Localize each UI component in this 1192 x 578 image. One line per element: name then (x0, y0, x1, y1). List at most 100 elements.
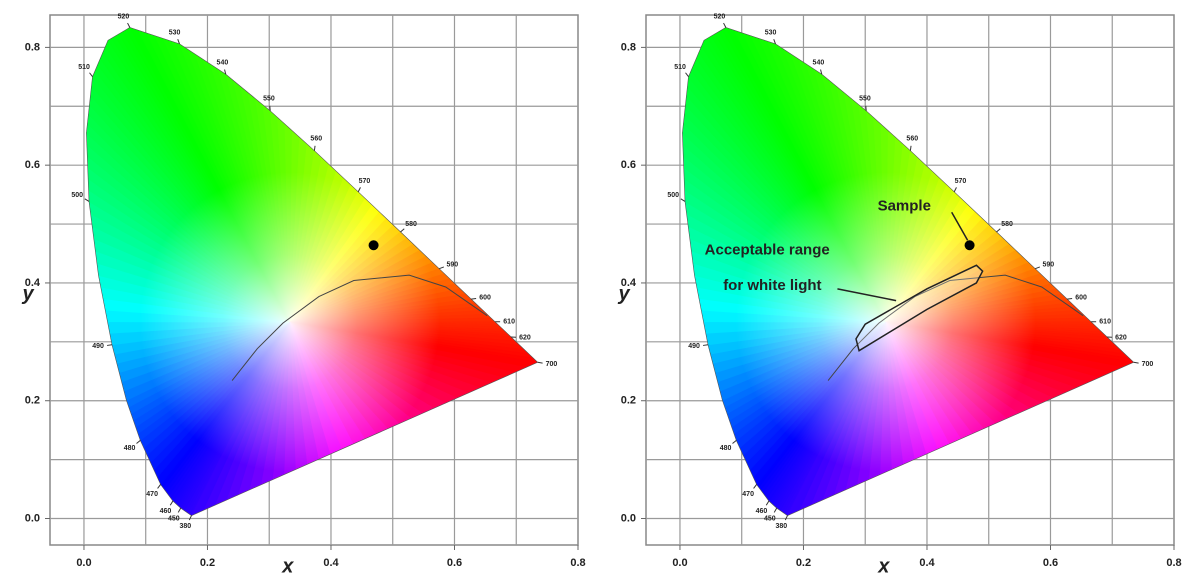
y-tick-label: 0.8 (25, 41, 40, 53)
wavelength-label: 450 (168, 515, 180, 522)
panel: 0.0 0.2 0.4 0.6 0.8 0.0 0.2 0.4 0.6 0.8 x y 38045046… (617, 14, 1181, 578)
locus-tick (224, 69, 227, 75)
locus-tick (136, 439, 141, 444)
panel: 0.0 0.2 0.4 0.6 0.8 0.0 0.2 0.4 0.6 0.8 x y 38045046… (21, 14, 585, 578)
wavelength-label: 610 (503, 319, 515, 326)
wavelength-label: 460 (160, 508, 172, 515)
gamut-fill (86, 27, 538, 516)
locus-tick (1133, 361, 1139, 364)
x-tick-label: 0.4 (919, 557, 935, 569)
annotation: for white light (723, 277, 821, 294)
wavelength-label: 700 (1142, 361, 1154, 368)
wavelength-label: 590 (1042, 261, 1054, 268)
wavelength-label: 380 (180, 523, 192, 530)
annotation: Sample (878, 197, 931, 214)
wavelength-label: 620 (519, 335, 531, 342)
locus-tick (357, 187, 361, 193)
wavelength-label: 460 (756, 508, 768, 515)
locus-tick (680, 198, 686, 202)
locus-tick (773, 39, 776, 45)
wavelength-label: 520 (118, 14, 130, 21)
locus-tick (723, 22, 727, 28)
wavelength-label: 590 (446, 261, 458, 268)
wavelength-label: 540 (813, 59, 825, 66)
x-tick-label: 0.0 (76, 557, 91, 569)
wavelength-label: 480 (124, 445, 136, 452)
locus-tick (765, 500, 770, 506)
locus-tick (177, 39, 180, 45)
x-tick-label: 0.6 (1043, 557, 1058, 569)
locus-tick (1067, 297, 1073, 300)
locus-tick (188, 515, 192, 521)
planckian-locus (231, 274, 488, 381)
wavelength-label: 510 (78, 64, 90, 71)
locus-tick (313, 145, 316, 151)
y-tick-label: 0.8 (621, 41, 636, 53)
wavelength-label: 530 (169, 30, 181, 37)
wavelength-label: 580 (405, 221, 417, 228)
wavelength-label: 550 (263, 96, 275, 103)
locus-tick (773, 507, 778, 513)
locus-tick (177, 507, 182, 513)
wavelength-label: 540 (217, 59, 229, 66)
locus-tick (537, 361, 543, 364)
annotation-arrow (951, 211, 969, 241)
locus-tick (169, 500, 174, 506)
y-axis-label: y (617, 283, 630, 305)
locus-tick (127, 22, 131, 28)
gamut-fill (682, 27, 1134, 516)
wavelength-label: 450 (764, 515, 776, 522)
locus-tick (685, 72, 689, 78)
wavelength-label: 550 (859, 96, 871, 103)
wavelength-label: 510 (674, 64, 686, 71)
y-tick-label: 0.2 (621, 395, 636, 407)
locus-tick (1035, 266, 1041, 270)
wavelength-label: 490 (92, 343, 104, 350)
locus-tick (732, 439, 737, 444)
y-tick-label: 0.6 (25, 159, 40, 171)
locus-tick (400, 228, 405, 233)
locus-tick (753, 484, 758, 489)
y-tick-label: 0.2 (25, 395, 40, 407)
x-tick-label: 0.0 (672, 557, 687, 569)
wavelength-label: 520 (714, 14, 726, 21)
locus-tick (157, 484, 162, 489)
locus-tick (784, 515, 788, 521)
locus-tick (89, 72, 93, 78)
x-tick-label: 0.8 (570, 557, 585, 569)
wavelength-label: 470 (742, 491, 754, 498)
wavelength-label: 380 (776, 523, 788, 530)
y-tick-label: 0.4 (621, 277, 637, 289)
wavelength-label: 700 (546, 361, 558, 368)
locus-tick (439, 266, 445, 270)
wavelength-label: 570 (359, 178, 371, 185)
x-tick-label: 0.6 (447, 557, 462, 569)
wavelength-label: 560 (310, 136, 322, 143)
locus-tick (820, 69, 823, 75)
wavelength-label: 500 (71, 192, 83, 199)
wavelength-label: 530 (765, 30, 777, 37)
y-tick-label: 0.4 (25, 277, 41, 289)
x-axis-label: x (281, 555, 294, 577)
x-axis-label: x (877, 555, 890, 577)
wavelength-label: 570 (955, 178, 967, 185)
y-axis-label: y (21, 283, 34, 305)
y-tick-label: 0.6 (621, 159, 636, 171)
annotation-arrow (837, 288, 897, 302)
wavelength-label: 610 (1099, 319, 1111, 326)
x-tick-label: 0.8 (1166, 557, 1181, 569)
locus-tick (953, 187, 957, 193)
annotation: Acceptable range (705, 242, 830, 259)
y-tick-label: 0.0 (621, 512, 636, 524)
sample-point (368, 240, 379, 251)
sample-point (964, 240, 975, 251)
acceptable-range (855, 264, 984, 352)
wavelength-label: 470 (146, 491, 158, 498)
wavelength-label: 600 (1075, 294, 1087, 301)
x-tick-label: 0.4 (323, 557, 339, 569)
wavelength-label: 600 (479, 294, 491, 301)
locus-tick (106, 344, 113, 346)
locus-tick (471, 297, 477, 300)
locus-tick (702, 344, 709, 346)
